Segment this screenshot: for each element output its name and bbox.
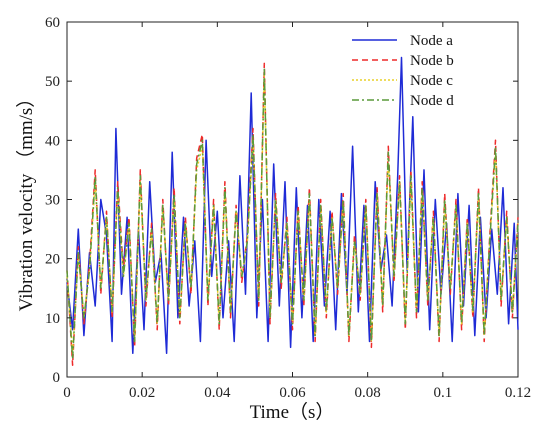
y-tick-label: 10 xyxy=(45,311,60,327)
y-tick-label: 0 xyxy=(53,370,61,386)
x-tick-label: 0.08 xyxy=(355,385,381,401)
y-tick-label: 20 xyxy=(45,252,60,268)
x-tick-label: 0.12 xyxy=(505,385,531,401)
y-axis: 0 10 20 30 40 50 60 xyxy=(45,15,518,386)
legend-label: Node b xyxy=(410,53,454,69)
series-line-4 xyxy=(66,68,519,361)
x-tick-label: 0.04 xyxy=(204,385,231,401)
x-tick-label: 0.02 xyxy=(129,385,155,401)
series-layer xyxy=(66,56,519,366)
x-tick-label: 0 xyxy=(63,385,71,401)
series-line-2 xyxy=(66,62,519,366)
legend-label: Node c xyxy=(410,73,453,89)
legend: Node a Node b Node c Node d xyxy=(352,33,454,109)
x-axis-label: Time（s） xyxy=(250,401,335,423)
y-tick-label: 60 xyxy=(45,15,60,31)
x-axis: 0 0.02 0.04 0.06 0.08 0.1 0.12 xyxy=(63,22,531,401)
legend-label: Node d xyxy=(410,93,454,109)
y-tick-label: 50 xyxy=(45,74,60,90)
legend-label: Node a xyxy=(410,33,453,49)
series-line-1 xyxy=(66,56,519,355)
y-tick-label: 30 xyxy=(45,193,60,209)
y-axis-label: Vibration velocity （mm/s） xyxy=(15,89,37,312)
x-tick-label: 0.06 xyxy=(279,385,306,401)
y-tick-label: 40 xyxy=(45,133,60,149)
x-tick-label: 0.1 xyxy=(433,385,452,401)
